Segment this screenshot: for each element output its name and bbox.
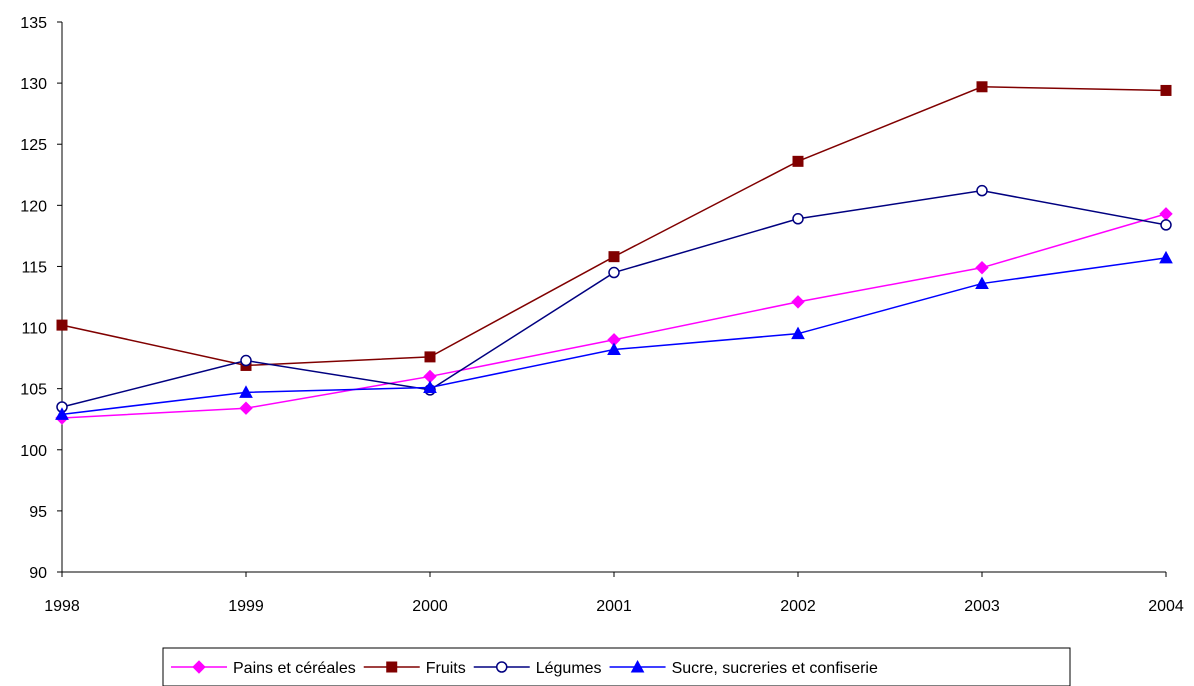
legend-label: Sucre, sucreries et confiserie — [672, 660, 878, 677]
legend-item: Légumes — [473, 660, 602, 677]
data-point — [423, 380, 437, 393]
series-2 — [56, 184, 1172, 413]
y-tick-label: 125 — [20, 137, 47, 154]
legend-item: Pains et céréales — [171, 660, 356, 677]
data-point — [608, 251, 620, 263]
y-tick-label: 95 — [29, 504, 47, 521]
legend-label: Légumes — [536, 660, 602, 677]
x-tick-label: 2004 — [1148, 598, 1184, 615]
data-point — [975, 276, 989, 290]
data-point — [240, 354, 252, 367]
data-point — [607, 342, 621, 356]
series-line — [61, 189, 1167, 408]
y-tick-label: 90 — [29, 565, 47, 582]
y-tick-label: 115 — [21, 259, 47, 276]
data-point — [1160, 219, 1172, 231]
series-0 — [55, 207, 1173, 425]
data-point — [792, 213, 804, 225]
plot-area — [55, 81, 1173, 425]
data-point — [1159, 207, 1173, 221]
legend-label: Pains et céréales — [233, 660, 356, 677]
data-point — [791, 295, 805, 309]
data-point — [424, 351, 436, 363]
legend: Pains et céréales Fruits Légumes Sucre, suc… — [162, 647, 1071, 686]
y-tick-label: 135 — [20, 15, 47, 32]
data-point — [976, 81, 988, 93]
series-1 — [56, 81, 1172, 371]
data-point — [608, 266, 620, 279]
data-point — [976, 184, 988, 197]
data-point — [239, 401, 253, 415]
x-tick-label: 2001 — [596, 598, 632, 615]
series-line — [61, 86, 1167, 367]
data-point — [975, 260, 989, 275]
x-tick-label: 2000 — [412, 598, 448, 615]
data-point — [55, 407, 69, 420]
legend-label: Fruits — [426, 660, 466, 677]
y-tick-label: 120 — [20, 198, 47, 215]
x-tick-label: 2002 — [780, 598, 816, 615]
series-3 — [55, 250, 1173, 420]
y-tick-label: 100 — [20, 443, 47, 460]
legend-marker — [192, 660, 206, 674]
series-line — [61, 213, 1167, 419]
x-tick-label: 1998 — [44, 598, 80, 615]
y-tick-label: 130 — [20, 76, 47, 93]
legend-marker — [630, 659, 645, 673]
x-tick-label: 2003 — [964, 598, 1000, 615]
x-tick-label: 1999 — [228, 598, 264, 615]
data-point — [1159, 250, 1173, 264]
y-tick-label: 105 — [20, 382, 47, 399]
legend-marker — [495, 661, 508, 673]
legend-item: Sucre, sucreries et confiserie — [609, 659, 878, 677]
data-point — [791, 326, 805, 340]
data-point — [239, 385, 253, 398]
data-point — [792, 155, 804, 167]
axes: 90 95 100 105 110 115 120 125 130 135 1998 1999 2000… — [20, 15, 1184, 615]
data-point — [1160, 84, 1172, 96]
legend-item: Fruits — [363, 660, 466, 677]
legend-marker — [386, 661, 398, 673]
y-tick-label: 110 — [21, 321, 47, 338]
data-point — [56, 319, 68, 331]
